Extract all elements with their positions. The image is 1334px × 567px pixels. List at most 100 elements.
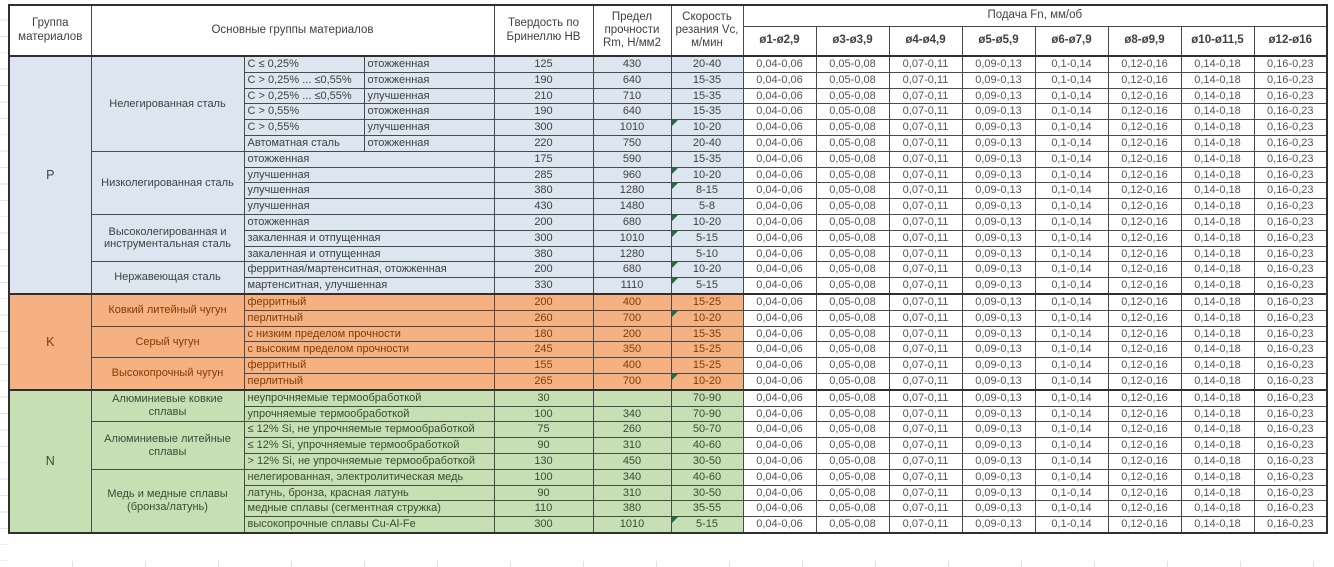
cell-feed-value: 0,04-0,06	[742, 198, 817, 215]
header-diameter: ø6-ø7,9	[1034, 26, 1109, 57]
cell-feed-value: 0,16-0,23	[1253, 54, 1328, 73]
cell-feed-value: 0,14-0,18	[1180, 182, 1255, 200]
table-row: мартенситная, улучшенная 330 1110 5-15 0,04-…	[9, 277, 1328, 295]
cell-feed-value: 0,1-0,14	[1034, 134, 1109, 152]
table-row: перлитный 265 700 10-20 0,04-0,06 0,05-0,08 0,…	[9, 372, 1328, 391]
header-diameter: ø5-ø5,9	[961, 26, 1036, 57]
cell-feed-value: 0,12-0,16	[1107, 500, 1182, 518]
cell-family-name: Ковкий литейный чугун	[90, 292, 245, 327]
cell-feed-value: 0,12-0,16	[1107, 421, 1182, 439]
header-diameter: ø3-ø3,9	[815, 26, 890, 57]
table-row: P Нелегированная сталь C ≤ 0,25% отожженная…	[8, 54, 1328, 295]
cell-material-spec: с низким пределом прочности	[243, 325, 495, 343]
cell-feed-value: 0,09-0,13	[961, 103, 1036, 121]
cell-strength: 700	[592, 309, 672, 327]
table-row: Медь и медные сплавы (бронза/латунь) неле…	[9, 468, 1328, 534]
cell-feed-value: 0,07-0,11	[888, 405, 963, 423]
cell-hardness: 210	[493, 87, 594, 105]
cell-feed-value: 0,09-0,13	[961, 437, 1036, 454]
cell-feed-value: 0,12-0,16	[1107, 229, 1182, 247]
table-row: Низколегированная сталь отожженная 175 590 1…	[9, 150, 1328, 215]
cell-feed-value: 0,04-0,06	[742, 452, 817, 470]
cell-feed-value: 0,1-0,14	[1034, 388, 1109, 407]
cell-cutting-speed: 10-20	[670, 213, 744, 231]
cell-cutting-speed: 5-10	[670, 245, 744, 263]
cell-feed-value: 0,12-0,16	[1107, 166, 1182, 184]
table-row: ≤ 12% Si, упрочняемые термообработкой 90 3…	[9, 437, 1328, 454]
cell-feed-value: 0,14-0,18	[1180, 388, 1255, 407]
cell-feed-value: 0,04-0,06	[742, 468, 817, 486]
cell-feed-value: 0,09-0,13	[961, 119, 1036, 136]
cell-family-name: Высоколегированная и инструментальная ст…	[90, 213, 245, 263]
cell-material-spec: C > 0,55%	[243, 119, 365, 136]
cell-feed-value: 0,07-0,11	[888, 468, 963, 486]
cell-feed-value: 0,05-0,08	[815, 500, 890, 518]
cell-feed-value: 0,09-0,13	[961, 516, 1036, 534]
cell-hardness: 125	[493, 54, 594, 73]
cell-feed-value: 0,04-0,06	[742, 325, 817, 343]
cell-cutting-speed: 15-25	[670, 341, 744, 359]
table-row: C > 0,55% отожженная 190 640 15-35 0,04-0,06 0…	[9, 103, 1328, 121]
cell-strength: 1280	[592, 182, 672, 200]
cell-feed-value: 0,04-0,06	[742, 372, 817, 391]
comment-marker-icon	[672, 120, 678, 127]
cell-feed-value: 0,09-0,13	[961, 309, 1036, 327]
cell-feed-value: 0,05-0,08	[815, 437, 890, 454]
cell-feed-value: 0,09-0,13	[961, 198, 1036, 215]
cell-feed-value: 0,1-0,14	[1034, 421, 1109, 439]
cell-strength: 1280	[592, 245, 672, 263]
cell-strength	[592, 388, 672, 407]
cell-feed-value: 0,05-0,08	[815, 325, 890, 343]
cell-feed-value: 0,07-0,11	[888, 357, 963, 374]
cell-hardness: 200	[493, 292, 594, 311]
cell-feed-value: 0,07-0,11	[888, 325, 963, 343]
header-cutting-speed: Скорость резания Vc, м/мин	[670, 4, 744, 57]
table-row: C > 0,25% ... ≤0,55% улучшенная 210 710 15-3…	[9, 87, 1328, 105]
cell-feed-value: 0,16-0,23	[1253, 388, 1328, 407]
cell-strength: 340	[592, 405, 672, 423]
cell-feed-value: 0,1-0,14	[1034, 325, 1109, 343]
cell-feed-value: 0,1-0,14	[1034, 357, 1109, 374]
cell-material-condition: отожженная	[363, 54, 495, 73]
cell-feed-value: 0,04-0,06	[742, 245, 817, 263]
table-row: упрочняемые термообработкой 100 340 70-90 0,…	[9, 405, 1328, 423]
comment-marker-icon	[672, 231, 678, 237]
cell-feed-value: 0,09-0,13	[961, 341, 1036, 359]
cell-material-spec: латунь, бронза, красная латунь	[243, 484, 495, 502]
cell-feed-value: 0,07-0,11	[888, 437, 963, 454]
cell-feed-value: 0,12-0,16	[1107, 516, 1182, 534]
cell-feed-value: 0,05-0,08	[815, 421, 890, 439]
cell-material-spec: C > 0,25% ... ≤0,55%	[243, 71, 365, 89]
cell-family-name: Нержавеющая сталь	[90, 261, 245, 295]
cell-feed-value: 0,12-0,16	[1107, 245, 1182, 263]
cell-feed-value: 0,07-0,11	[888, 292, 963, 311]
table-row: высокопрочные сплавы Cu-Al-Fe 300 1010 5-15…	[9, 516, 1328, 534]
cell-feed-value: 0,16-0,23	[1253, 516, 1328, 534]
cell-feed-value: 0,12-0,16	[1107, 103, 1182, 121]
cell-feed-value: 0,1-0,14	[1034, 452, 1109, 470]
cell-feed-value: 0,12-0,16	[1107, 484, 1182, 502]
cell-feed-value: 0,1-0,14	[1034, 372, 1109, 391]
sheet-gridlines-left	[0, 4, 8, 567]
cell-feed-value: 0,14-0,18	[1180, 484, 1255, 502]
cell-feed-value: 0,07-0,11	[888, 87, 963, 105]
cell-material-spec: C > 0,55%	[243, 103, 365, 121]
cell-feed-value: 0,09-0,13	[961, 372, 1036, 391]
cell-feed-value: 0,05-0,08	[815, 54, 890, 73]
cell-hardness: 100	[493, 468, 594, 486]
cell-cutting-speed: 35-55	[670, 500, 744, 518]
cell-material-spec: Автоматная сталь	[243, 134, 365, 152]
cell-feed-value: 0,09-0,13	[961, 87, 1036, 105]
cell-strength: 1480	[592, 198, 672, 215]
cell-feed-value: 0,1-0,14	[1034, 261, 1109, 279]
cell-feed-value: 0,14-0,18	[1180, 229, 1255, 247]
cell-material-spec: высокопрочные сплавы Cu-Al-Fe	[243, 516, 495, 534]
cell-feed-value: 0,1-0,14	[1034, 166, 1109, 184]
cell-feed-value: 0,1-0,14	[1034, 245, 1109, 263]
cell-feed-value: 0,16-0,23	[1253, 372, 1328, 391]
cell-family-name: Низколегированная сталь	[90, 150, 245, 215]
header-material-group: Группа материалов	[8, 4, 92, 57]
cell-feed-value: 0,09-0,13	[961, 134, 1036, 152]
cell-feed-value: 0,07-0,11	[888, 484, 963, 502]
cell-feed-value: 0,1-0,14	[1034, 341, 1109, 359]
